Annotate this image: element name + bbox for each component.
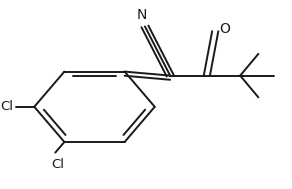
Text: Cl: Cl bbox=[0, 100, 13, 113]
Text: Cl: Cl bbox=[52, 158, 65, 171]
Text: N: N bbox=[137, 8, 147, 22]
Text: O: O bbox=[219, 22, 230, 36]
